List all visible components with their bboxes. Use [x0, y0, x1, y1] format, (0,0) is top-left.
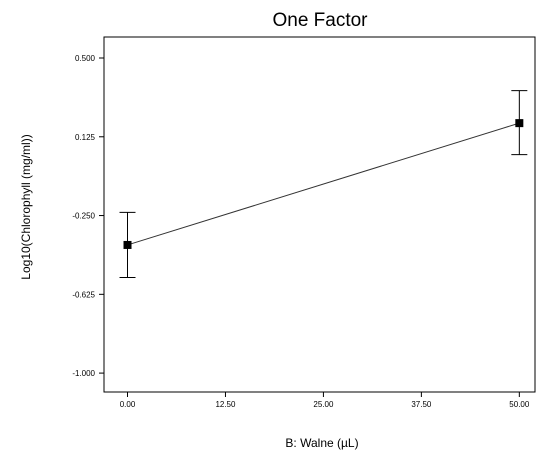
data-point	[123, 240, 132, 249]
x-tick-label: 37.50	[411, 400, 432, 409]
x-tick-label: 12.50	[215, 400, 236, 409]
y-tick-label: -0.250	[72, 212, 95, 221]
y-tick-label: 0.125	[75, 133, 96, 142]
series-line	[127, 122, 520, 246]
x-tick-label: 0.00	[120, 400, 136, 409]
y-tick-label: -0.625	[72, 290, 95, 299]
x-tick-label: 50.00	[509, 400, 530, 409]
x-tick-label: 25.00	[313, 400, 334, 409]
x-axis: 0.00 12.50 25.00 37.50 50.00	[120, 392, 530, 409]
series-group	[119, 90, 528, 279]
plot-frame	[103, 36, 536, 393]
y-axis: 0.500 0.125 -0.250 -0.625 -1.000	[72, 54, 104, 378]
y-tick-label: 0.500	[75, 54, 96, 63]
y-tick-label: -1.000	[72, 369, 95, 378]
data-point	[515, 119, 524, 128]
y-axis-label: Log10(Chlorophyll (mg/ml))	[19, 134, 33, 279]
x-axis-label: B: Walne (µL)	[285, 436, 358, 450]
chart-title: One Factor	[272, 10, 368, 31]
